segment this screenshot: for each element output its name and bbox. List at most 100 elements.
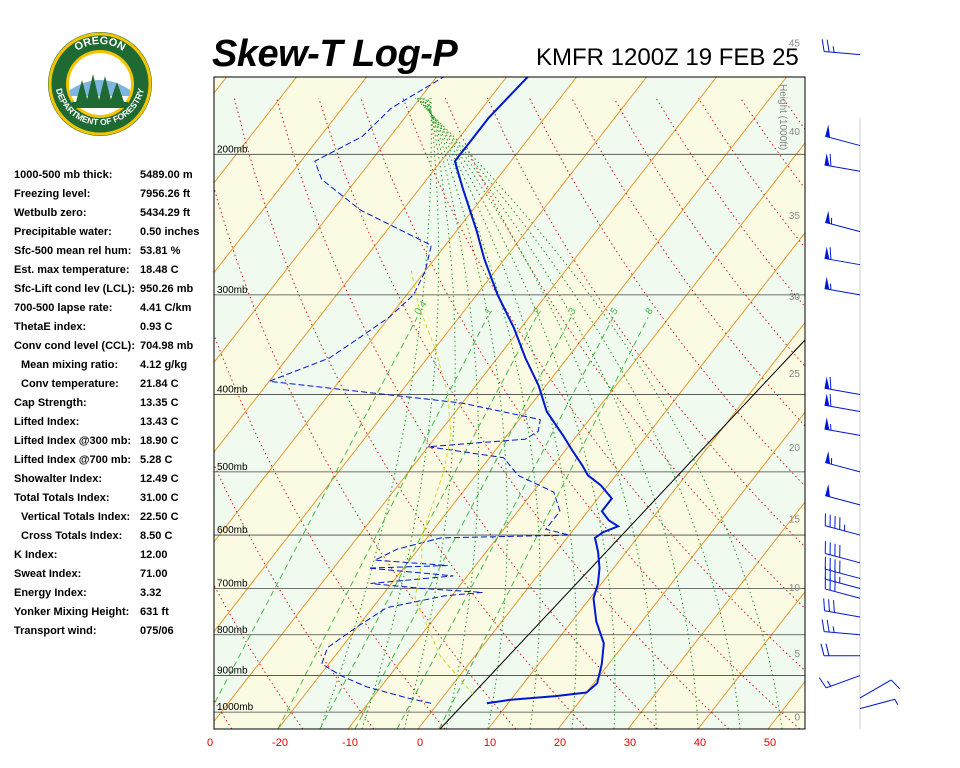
index-label: Sweat Index: xyxy=(14,568,82,580)
dry-adiabat xyxy=(909,98,960,729)
x-tick-label: 20 xyxy=(554,737,566,749)
index-row: Wetbulb zero: 5434.29 ft xyxy=(14,204,214,223)
isobar-label: 200mb xyxy=(217,144,248,155)
wind-barb xyxy=(825,210,861,233)
wind-barb xyxy=(825,450,861,473)
barb-feather xyxy=(818,677,827,689)
index-value: 12.00 xyxy=(140,549,168,561)
barb-feather xyxy=(820,643,825,656)
wind-barb xyxy=(824,153,861,172)
index-value: 631 ft xyxy=(140,606,169,618)
height-tick-label: 35 xyxy=(789,211,801,222)
index-value: 8.50 C xyxy=(140,530,173,542)
index-label: Cross Totals Index: xyxy=(21,530,123,542)
index-label: Precipitable water: xyxy=(14,226,112,238)
index-value: 4.12 g/kg xyxy=(140,359,188,371)
index-value: 3.32 xyxy=(140,587,162,599)
index-row: Energy Index: 3.32 xyxy=(14,584,214,603)
barb-half-feather xyxy=(832,46,835,53)
wind-barb xyxy=(859,679,901,699)
barb-flag xyxy=(824,246,830,260)
height-tick-label: 20 xyxy=(789,443,801,454)
index-row: Vertical Totals Index: 22.50 C xyxy=(14,508,214,527)
barb-staff xyxy=(826,675,861,689)
index-label: Freezing level: xyxy=(14,188,91,200)
barb-feather xyxy=(826,619,830,633)
index-label: Vertical Totals Index: xyxy=(21,511,131,523)
barb-staff xyxy=(824,428,861,436)
barb-half-feather xyxy=(832,626,835,633)
isobar-label: 700mb xyxy=(217,578,248,589)
grid xyxy=(0,77,960,729)
mixing-ratio-line xyxy=(214,316,418,706)
isobar-label: 600mb xyxy=(217,525,248,536)
index-label: Mean mixing ratio: xyxy=(21,359,119,371)
dry-adiabat xyxy=(486,97,805,548)
mixing-ratio-line xyxy=(354,316,572,729)
station-datetime: KMFR 1200Z 19 FEB 25 xyxy=(536,44,799,71)
isotherm xyxy=(214,77,577,543)
barb-feather xyxy=(826,39,830,53)
barb-staff xyxy=(825,135,861,147)
index-value: 12.49 C xyxy=(140,473,179,485)
index-label: Yonker Mixing Height: xyxy=(14,606,130,618)
chart-title: Skew-T Log-P xyxy=(212,33,458,75)
index-value: 5489.00 m xyxy=(140,169,193,181)
index-row: Lifted Index: 13.43 C xyxy=(14,413,214,432)
index-label: Wetbulb zero: xyxy=(14,207,87,219)
stability-indices-list: 1000-500 mb thick: 5489.00 m Freezing leve… xyxy=(14,166,214,641)
index-label: Conv temperature: xyxy=(21,378,119,390)
mixing-ratio-line xyxy=(319,316,537,729)
index-row: Mean mixing ratio: 4.12 g/kg xyxy=(14,356,214,375)
index-label: 1000-500 mb thick: xyxy=(14,169,113,181)
isobar-label: 900mb xyxy=(217,666,248,677)
index-row: 700-500 lapse rate: 4.41 C/km xyxy=(14,299,214,318)
temperature-band xyxy=(214,77,787,729)
index-value: 13.35 C xyxy=(140,397,179,409)
wind-barb xyxy=(825,483,861,506)
wind-barbs xyxy=(818,39,901,710)
barb-feather xyxy=(823,598,826,611)
index-row: Cross Totals Index: 8.50 C xyxy=(14,527,214,546)
isotherm xyxy=(838,77,960,729)
barb-staff xyxy=(825,495,861,506)
height-tick-label: 10 xyxy=(789,583,801,594)
isotherm xyxy=(0,77,157,729)
index-label: Showalter Index: xyxy=(14,473,103,485)
barb-staff xyxy=(824,164,861,172)
index-row: Showalter Index: 12.49 C xyxy=(14,470,214,489)
index-value: 7956.26 ft xyxy=(140,188,191,200)
index-label: Est. max temperature: xyxy=(14,264,130,276)
wind-barb xyxy=(821,619,861,636)
wind-barb xyxy=(824,276,861,296)
dry-adiabat xyxy=(782,97,805,131)
barb-staff xyxy=(824,404,861,412)
index-value: 13.43 C xyxy=(140,416,179,428)
wind-barb xyxy=(824,246,861,266)
index-label: Lifted Index @700 mb: xyxy=(14,454,132,466)
isotherm xyxy=(487,321,805,729)
index-value: 21.84 C xyxy=(140,378,179,390)
moist-adiabat xyxy=(419,97,657,729)
index-label: K Index: xyxy=(14,549,58,561)
index-row: K Index: 12.00 xyxy=(14,546,214,565)
index-row: 1000-500 mb thick: 5489.00 m xyxy=(14,166,214,185)
mixing-ratio-label: 5 xyxy=(609,306,621,317)
index-label: Sfc-Lift cond lev (LCL): xyxy=(14,283,135,295)
svg-text:OREGON: OREGON xyxy=(73,35,128,54)
temperature-band xyxy=(0,77,87,729)
barb-staff xyxy=(824,288,861,296)
moist-adiabat xyxy=(424,97,508,729)
index-row: Conv temperature: 21.84 C xyxy=(14,375,214,394)
isotherm xyxy=(214,77,367,274)
background-bands xyxy=(0,77,805,729)
index-row: Yonker Mixing Height: 631 ft xyxy=(14,603,214,622)
index-row: ThetaE index: 0.93 C xyxy=(14,318,214,337)
barb-flag xyxy=(824,393,830,407)
index-label: Sfc-500 mean rel hum: xyxy=(14,245,132,257)
isobar-label: 800mb xyxy=(217,625,248,636)
barb-half-feather xyxy=(826,680,832,687)
index-value: 950.26 mb xyxy=(140,283,194,295)
isotherm xyxy=(214,77,507,453)
index-label: ThetaE index: xyxy=(14,321,87,333)
